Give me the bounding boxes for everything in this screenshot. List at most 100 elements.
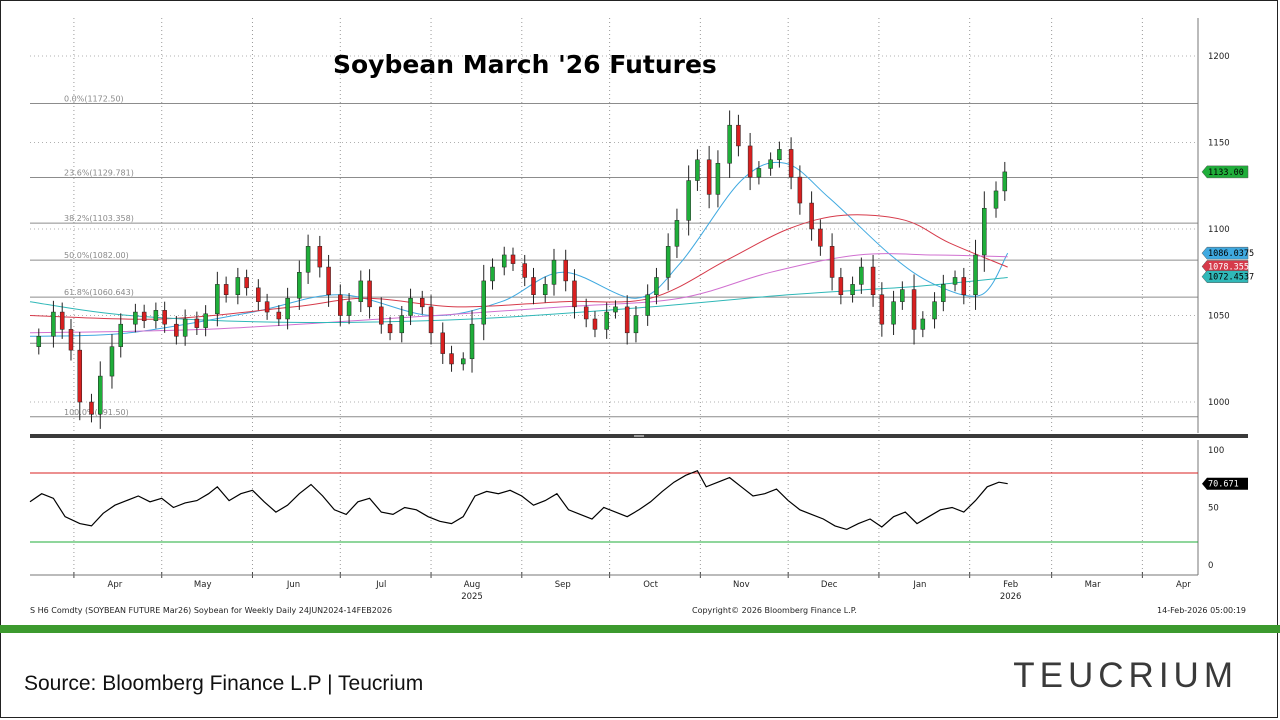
candle-up (777, 149, 782, 161)
rsi-value-label: 70.671 (1208, 480, 1239, 490)
candle-down (736, 124, 741, 147)
candle-down (449, 353, 454, 365)
candle-down (788, 149, 794, 178)
candle-down (428, 306, 434, 334)
month-label: Oct (643, 580, 658, 590)
candle-up (920, 318, 926, 330)
price-tag-label: 1078.355 (1208, 262, 1249, 272)
candle-down (747, 145, 753, 178)
price-tag-label: 1086.0375 (1208, 249, 1254, 259)
panel-divider-handle[interactable] (634, 435, 644, 437)
candle-down (141, 311, 147, 321)
fib-level-label: 100.0%(991.50) (64, 408, 129, 417)
candle-up (215, 284, 220, 315)
candle-up (665, 246, 671, 278)
candle-up (408, 297, 413, 316)
candle-down (829, 246, 835, 278)
candle-up (118, 323, 123, 347)
candle-down (870, 266, 876, 296)
candle-up (859, 266, 864, 285)
candle-down (174, 323, 179, 337)
candle-up (973, 254, 978, 296)
price-tick-label: 1050 (1208, 312, 1230, 322)
candle-down (59, 311, 65, 330)
candle-down (818, 228, 823, 247)
month-label: Jan (912, 580, 926, 590)
candle-down (77, 349, 83, 403)
candle-down (624, 306, 630, 334)
month-label: Mar (1085, 580, 1102, 590)
candles (36, 110, 1008, 429)
candle-up (182, 318, 188, 337)
candle-up (613, 306, 618, 313)
chart-title: Soybean March '26 Futures (333, 50, 717, 79)
rsi-panel: 0 50 100 70.671 (29, 446, 1248, 571)
candle-down (592, 318, 598, 330)
fibonacci-levels: 0.0%(1172.50) 23.6%(1129.781) 38.2%(1103.3… (30, 95, 1198, 418)
candle-up (686, 180, 691, 221)
candle-down (317, 246, 323, 268)
candle-up (305, 246, 311, 273)
candle-down (583, 306, 589, 320)
moving-averages (29, 161, 1009, 337)
candle-down (838, 277, 844, 296)
month-label: Dec (821, 580, 838, 590)
month-label: Jun (286, 580, 300, 590)
candle-up (399, 315, 405, 334)
candle-up (932, 301, 937, 320)
candle-down (706, 159, 712, 195)
candle-up (98, 375, 103, 415)
candle-up (715, 162, 721, 195)
fib-level-label: 38.2%(1103.358) (64, 214, 134, 223)
candle-down (531, 277, 536, 296)
fib-level-label: 50.0%(1082.00) (64, 251, 129, 260)
candle-up (51, 311, 56, 337)
candle-down (338, 294, 343, 316)
price-tick-label: 1150 (1208, 138, 1230, 148)
price-tag-box (1201, 270, 1249, 283)
candle-up (756, 168, 762, 178)
year-label: 2026 (1000, 592, 1022, 602)
price-tag-label: 1133.00 (1208, 168, 1244, 178)
price-tag-label: 1072.4537 (1208, 273, 1254, 283)
year-label: 2025 (461, 592, 483, 602)
footer-copyright: Copyright© 2026 Bloomberg Finance L.P. (692, 606, 857, 615)
candle-up (850, 284, 855, 296)
month-label: Aug (464, 580, 481, 590)
candle-down (440, 332, 446, 354)
candle-up (645, 294, 650, 316)
candle-down (522, 263, 527, 278)
candle-down (276, 311, 282, 320)
candle-down (809, 202, 814, 230)
candle-down (326, 266, 331, 296)
candle-up (469, 323, 475, 360)
candle-up (768, 159, 773, 169)
candle-down (379, 306, 384, 325)
candle-up (481, 280, 486, 325)
month-label: Jul (375, 580, 386, 590)
month-label: Apr (1176, 580, 1191, 590)
candle-down (572, 280, 577, 308)
candle-up (501, 254, 507, 268)
candle-up (982, 207, 987, 256)
candle-up (460, 358, 466, 365)
candle-up (133, 311, 138, 325)
candle-down (244, 277, 249, 289)
price-tag-box (1201, 165, 1249, 179)
candle-down (223, 284, 229, 296)
candle-up (993, 190, 999, 209)
candle-up (109, 346, 115, 377)
price-tag-box (1201, 246, 1249, 260)
candle-up (604, 311, 609, 330)
footer-ticker: S H6 Comdty (SOYBEAN FUTURE Mar26) Soybe… (30, 606, 392, 615)
candle-down (89, 401, 94, 415)
candle-up (297, 272, 302, 299)
candle-down (797, 176, 803, 204)
candle-down (256, 287, 261, 302)
price-tick-label: 1100 (1208, 225, 1230, 235)
fib-level-label: 61.8%(1060.643) (64, 288, 134, 297)
